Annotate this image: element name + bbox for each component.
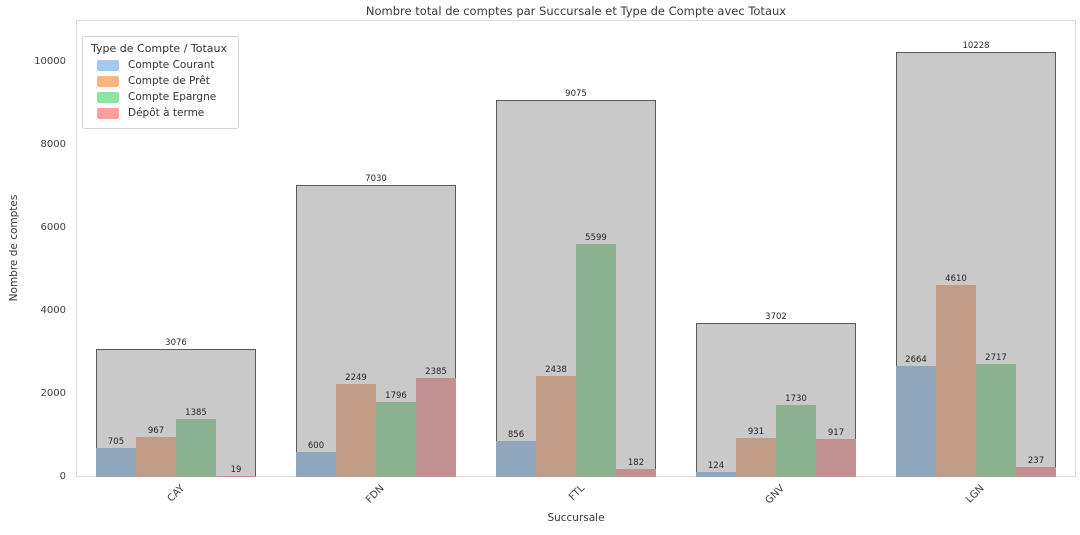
- bar: [696, 471, 736, 477]
- bar-value-label: 917: [827, 427, 845, 438]
- legend-item-label: Compte de Prêt: [128, 75, 210, 87]
- bar: [816, 438, 856, 477]
- chart-title: Nombre total de comptes par Succursale e…: [365, 4, 787, 18]
- bar: [376, 402, 416, 477]
- bar-value-label: 856: [507, 430, 525, 441]
- legend-item: Compte de Prêt: [91, 73, 227, 89]
- legend-item-label: Dépôt à terme: [128, 107, 205, 119]
- bar: [576, 244, 616, 477]
- total-value-label: 7030: [365, 173, 387, 184]
- x-tick-label-text: LGN: [964, 483, 987, 506]
- x-tick-label-text: GNV: [763, 483, 787, 507]
- bar-value-label: 931: [747, 427, 765, 438]
- bar-value-label: 2438: [545, 364, 567, 375]
- x-tick-label-text: CAY: [165, 483, 187, 505]
- bar-value-label: 600: [307, 441, 325, 452]
- legend-swatch: [97, 107, 119, 119]
- bar-value-label: 19: [230, 465, 242, 476]
- total-value-label: 3702: [765, 312, 787, 323]
- total-value-label: 9075: [565, 88, 587, 99]
- bar: [936, 285, 976, 477]
- bar: [1016, 467, 1056, 477]
- y-tick-label: 10000: [34, 55, 66, 67]
- legend-item: Compte Courant: [91, 57, 227, 73]
- y-axis-label: Nombre de comptes: [8, 194, 20, 302]
- bar-value-label: 967: [147, 425, 165, 436]
- bar: [536, 375, 576, 477]
- bar: [96, 447, 136, 477]
- bar-value-label: 2717: [985, 353, 1007, 364]
- legend-items: Compte Courant Compte de Prêt Compte Eparg…: [91, 57, 227, 121]
- bar-value-label: 5599: [585, 233, 607, 244]
- bar: [296, 452, 336, 477]
- bar: [176, 419, 216, 477]
- bar: [736, 438, 776, 477]
- bar-value-label: 124: [707, 460, 725, 471]
- bar-value-label: 4610: [945, 274, 967, 285]
- bar: [976, 364, 1016, 477]
- legend: Type de Compte / Totaux Compte Courant Co…: [82, 36, 240, 129]
- bar-value-label: 2664: [905, 355, 927, 366]
- bar: [136, 436, 176, 477]
- y-tick-label: 0: [59, 471, 66, 482]
- bar: [416, 377, 456, 477]
- legend-item-label: Compte Epargne: [128, 91, 217, 103]
- total-value-label: 3076: [165, 338, 187, 349]
- bar-value-label: 1730: [785, 394, 807, 405]
- bar-value-label: 2249: [345, 372, 367, 383]
- bar: [776, 405, 816, 477]
- x-tick-label-text: FTL: [566, 483, 587, 503]
- bar-value-label: 1796: [385, 391, 407, 402]
- bar: [616, 469, 656, 477]
- bar: [336, 383, 376, 477]
- y-tick-label: 4000: [40, 304, 66, 316]
- x-axis-label: Succursale: [547, 512, 605, 524]
- x-tick-label-text: FDN: [364, 483, 387, 506]
- legend-title: Type de Compte / Totaux: [91, 42, 228, 55]
- bar: [896, 366, 936, 477]
- legend-item: Dépôt à terme: [91, 105, 227, 121]
- bar-value-label: 1385: [185, 408, 207, 419]
- legend-item-label: Compte Courant: [128, 59, 215, 71]
- legend-swatch: [97, 91, 119, 103]
- legend-swatch: [97, 75, 119, 87]
- y-tick-label: 6000: [40, 221, 66, 233]
- bar-value-label: 705: [107, 436, 125, 447]
- bar: [216, 476, 256, 477]
- legend-swatch: [97, 59, 119, 71]
- bar-value-label: 237: [1027, 456, 1045, 467]
- y-tick-label: 2000: [40, 387, 66, 399]
- bar: [496, 441, 536, 477]
- legend-item: Compte Epargne: [91, 89, 227, 105]
- total-value-label: 10228: [962, 41, 990, 52]
- bar-value-label: 2385: [425, 366, 447, 377]
- y-tick-label: 8000: [40, 138, 66, 150]
- bar-value-label: 182: [627, 458, 645, 469]
